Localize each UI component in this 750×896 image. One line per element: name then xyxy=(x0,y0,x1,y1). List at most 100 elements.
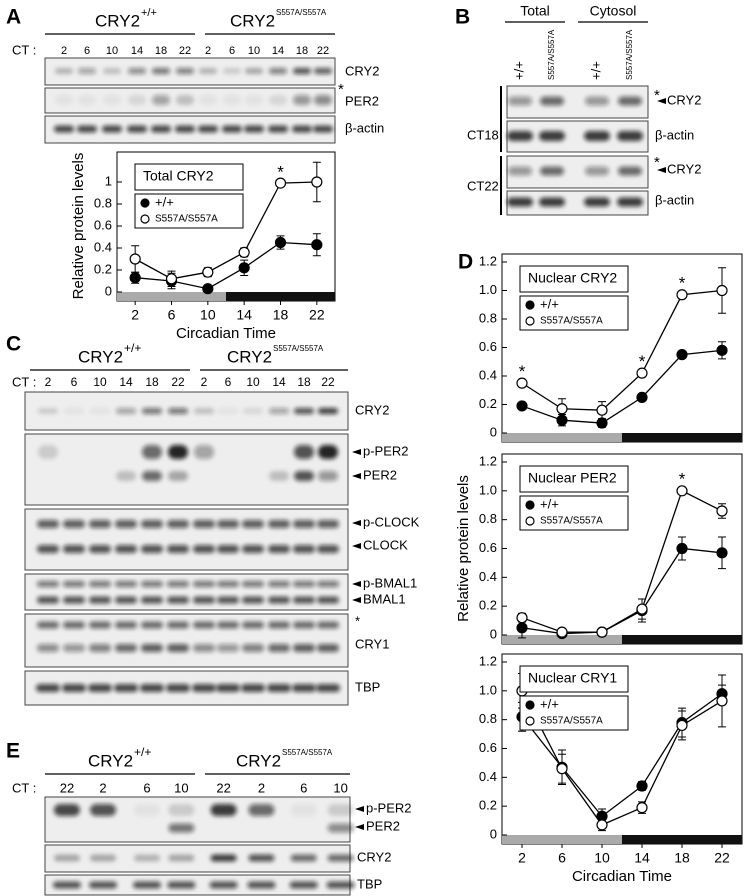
x-axis-label: Circadian Time xyxy=(176,325,276,342)
band xyxy=(292,684,316,692)
y-tick-label: 1.2 xyxy=(479,253,497,268)
data-point xyxy=(716,695,728,707)
row-label: * xyxy=(338,81,344,98)
legend-label: +/+ xyxy=(540,696,559,711)
band xyxy=(133,881,162,889)
band xyxy=(318,445,338,459)
lane-label: 6 xyxy=(71,375,78,389)
lane-label: 6 xyxy=(225,375,232,389)
band xyxy=(217,520,239,528)
band xyxy=(540,166,564,176)
light-phase xyxy=(502,835,622,844)
light-phase xyxy=(117,292,226,301)
data-point xyxy=(165,273,178,285)
band xyxy=(141,545,163,553)
band xyxy=(142,445,162,459)
band xyxy=(293,596,315,604)
legend-title: Nuclear CRY1 xyxy=(528,670,617,686)
band xyxy=(508,96,532,106)
band xyxy=(115,520,137,528)
band xyxy=(293,68,311,74)
band xyxy=(89,520,111,528)
annotation: * xyxy=(519,362,526,381)
arrowhead xyxy=(352,597,361,603)
data-point xyxy=(556,403,568,415)
x-tick-label: 18 xyxy=(273,307,289,323)
row-label: TBP xyxy=(357,876,382,891)
y-tick-label: 0 xyxy=(490,424,497,439)
band xyxy=(216,684,240,692)
band xyxy=(63,581,85,587)
band xyxy=(247,881,276,889)
arrowhead xyxy=(352,473,361,479)
data-point xyxy=(676,485,688,497)
arrowhead xyxy=(352,581,361,587)
lane-label: 14 xyxy=(272,45,284,57)
band xyxy=(243,408,263,414)
legend-marker xyxy=(140,198,150,208)
arrowhead xyxy=(352,543,361,549)
legend-label: S557A/S557A xyxy=(540,316,603,327)
band xyxy=(167,545,189,553)
row-label: PER2 xyxy=(366,818,400,833)
legend-marker xyxy=(140,214,150,224)
band xyxy=(289,881,318,889)
y-tick-label: 0.4 xyxy=(479,769,497,784)
lane-label: +/+ xyxy=(588,61,603,80)
blot xyxy=(44,796,351,843)
lane-label: 6 xyxy=(143,780,150,795)
band xyxy=(64,408,84,414)
legend-title-box xyxy=(519,465,629,493)
band xyxy=(327,804,354,816)
band xyxy=(116,471,136,481)
row-label: p-PER2 xyxy=(366,800,412,815)
row-label: CRY2 xyxy=(355,402,389,417)
band xyxy=(584,131,610,141)
y-tick-label: 0.6 xyxy=(479,740,497,755)
band xyxy=(294,445,314,459)
band xyxy=(539,131,565,141)
band xyxy=(193,621,215,629)
legend-title-box xyxy=(519,265,629,293)
data-point xyxy=(716,344,728,356)
row-label: β-actin xyxy=(655,192,694,207)
band xyxy=(245,95,263,105)
band xyxy=(152,95,170,105)
band xyxy=(90,804,117,816)
band xyxy=(268,125,288,133)
x-tick-label: 10 xyxy=(594,850,610,866)
y-tick-label: 0.6 xyxy=(479,339,497,354)
arrowhead xyxy=(355,824,364,830)
group-name: CRY2 xyxy=(88,751,133,770)
data-point xyxy=(596,404,608,416)
band xyxy=(269,408,289,414)
band xyxy=(63,545,85,553)
y-tick-label: 0.2 xyxy=(479,598,497,613)
band xyxy=(198,125,218,133)
lane-label: 2 xyxy=(99,780,106,795)
arrowhead xyxy=(657,98,666,104)
band xyxy=(62,684,86,692)
data-point xyxy=(716,547,728,559)
band xyxy=(167,621,189,629)
band xyxy=(193,644,215,652)
lane-label: S557A/S557A xyxy=(547,29,556,80)
data-point xyxy=(311,176,323,188)
legend-marker xyxy=(525,300,535,310)
band xyxy=(192,684,216,692)
band xyxy=(193,581,215,587)
band xyxy=(617,197,643,207)
data-point xyxy=(202,283,214,295)
band xyxy=(141,596,163,604)
band xyxy=(317,545,339,553)
x-tick-label: 14 xyxy=(634,850,650,866)
band xyxy=(141,581,163,587)
band xyxy=(168,823,195,833)
band xyxy=(318,408,338,414)
data-point xyxy=(516,612,528,624)
y-tick-label: 0.4 xyxy=(94,239,112,254)
band xyxy=(115,596,137,604)
series-line xyxy=(521,349,723,424)
group-name: Total xyxy=(520,3,550,19)
band xyxy=(167,581,189,587)
